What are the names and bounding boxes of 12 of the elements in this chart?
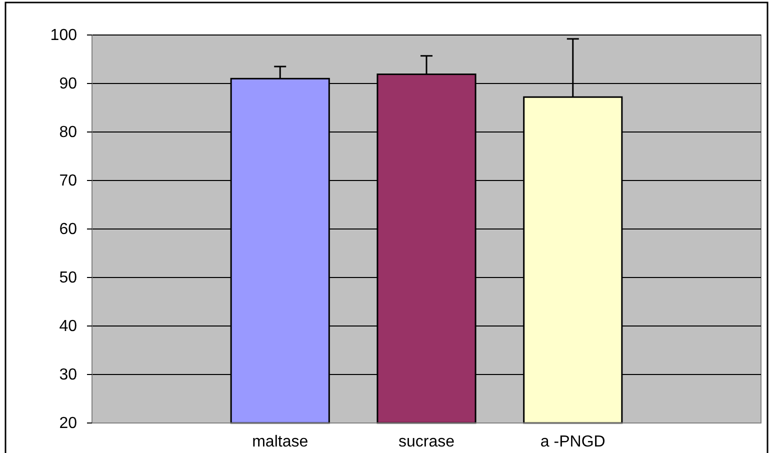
y-tick-label: 40 [59, 318, 78, 336]
x-tick-label: a -PNGD [540, 433, 606, 450]
y-tick-label: 50 [59, 270, 78, 287]
y-tick-label: 60 [59, 221, 78, 238]
x-tick-label: sucrase [398, 433, 455, 450]
y-tick-label: 30 [59, 366, 78, 384]
y-tick-label: 100 [50, 27, 78, 44]
y-tick-label: 70 [59, 172, 78, 190]
x-tick-label: maltase [252, 433, 308, 450]
y-tick-label: 90 [59, 76, 78, 93]
y-tick-label: 80 [59, 124, 78, 142]
y-tick-label: 20 [59, 415, 78, 432]
